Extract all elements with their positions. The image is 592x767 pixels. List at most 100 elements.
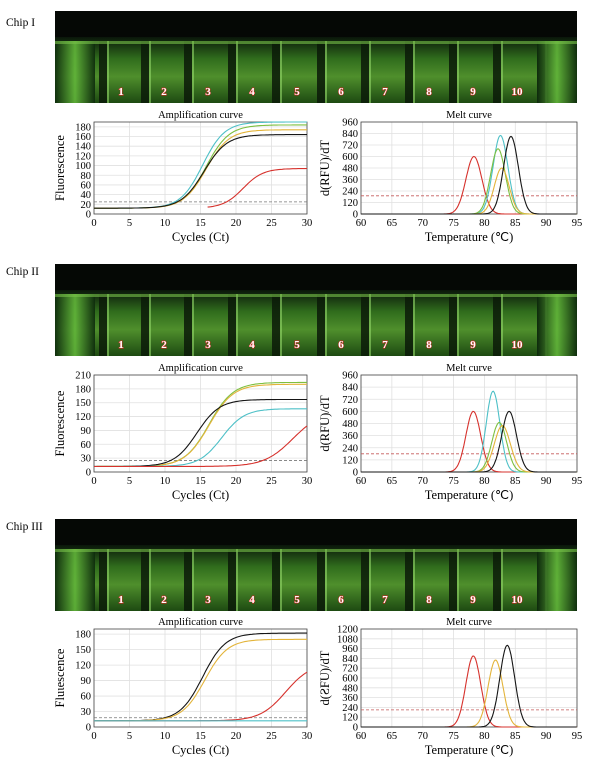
lane-number-3: 3: [205, 339, 211, 351]
lane-highlight: [369, 41, 371, 103]
melt-series-green: [361, 421, 577, 473]
melt-series-black: [361, 135, 577, 215]
melt-series-yellow: [361, 425, 577, 473]
x-tick-label: 20: [231, 476, 242, 487]
lane-highlight: [192, 41, 194, 103]
lane-divider: [228, 41, 236, 103]
y-tick-label: 240: [342, 703, 358, 714]
chip-i-label: Chip I: [6, 17, 36, 29]
lane-highlight: [325, 41, 327, 103]
lane-highlight: [369, 294, 371, 356]
y-tick-label: 480: [342, 164, 358, 175]
y-tick-label: 120: [342, 713, 358, 724]
y-tick-label: 360: [342, 431, 358, 442]
melt-series-red: [361, 155, 577, 215]
lane-divider: [141, 41, 149, 103]
lane-highlight: [369, 549, 371, 611]
x-tick-label: 10: [160, 476, 171, 487]
x-axis-label: Cycles (Ct): [172, 743, 229, 757]
lane-highlight: [457, 41, 459, 103]
y-tick-label: 90: [81, 676, 92, 687]
chip-top-band: [55, 11, 577, 37]
lane-divider: [361, 549, 369, 611]
lane-number-4: 4: [249, 339, 255, 351]
y-tick-label: 360: [342, 175, 358, 186]
x-tick-label: 95: [572, 731, 583, 742]
lane-number-8: 8: [426, 339, 432, 351]
chart-title: Amplification curve: [158, 363, 243, 374]
lane-number-5: 5: [294, 86, 300, 98]
chip-i-melt-chart: Melt curve 60 65 70 75 80 85 90 95 0 120 240 360 480 6…: [318, 109, 585, 254]
y-tick-label: 720: [342, 664, 358, 675]
lane-highlight: [280, 41, 282, 103]
lane-number-5: 5: [294, 594, 300, 606]
y-tick-label: 180: [75, 122, 91, 133]
y-tick-label: 40: [81, 190, 92, 201]
y-tick-label: 120: [342, 455, 358, 466]
lane-highlight: [501, 549, 503, 611]
plot-frame: [93, 121, 308, 215]
chip-left-edge: [55, 294, 95, 356]
chip-i-photo: 1 2 3 4 5 6 7 8 9 10: [55, 11, 577, 103]
lane-number-3: 3: [205, 86, 211, 98]
x-tick-label: 85: [510, 731, 521, 742]
y-tick-label: 120: [75, 412, 91, 423]
chip-ii-amplification-chart: Amplification curve 0 5 10 15 20 25 30 0 30 60 90 12…: [50, 362, 320, 512]
y-tick-label: 840: [342, 654, 358, 665]
x-tick-label: 80: [479, 731, 490, 742]
x-tick-label: 90: [541, 731, 552, 742]
lane-number-6: 6: [338, 86, 344, 98]
x-tick-label: 95: [572, 476, 583, 487]
x-tick-label: 30: [302, 218, 313, 229]
lane-highlight: [501, 41, 503, 103]
y-tick-label: 480: [342, 419, 358, 430]
lane-divider: [184, 294, 192, 356]
chip-iii-label: Chip III: [6, 521, 43, 533]
y-tick-label: 600: [342, 407, 358, 418]
lane-highlight: [236, 294, 238, 356]
lane-highlight: [236, 41, 238, 103]
y-tick-label: 600: [342, 674, 358, 685]
lane-divider: [449, 41, 457, 103]
chart-title: Melt curve: [446, 110, 492, 121]
lane-number-6: 6: [338, 339, 344, 351]
lane-divider: [99, 41, 107, 103]
x-tick-label: 70: [417, 476, 428, 487]
lane-highlight: [107, 41, 109, 103]
x-tick-label: 75: [448, 731, 459, 742]
y-tick-label: 60: [81, 692, 92, 703]
y-axis-label: Fluorescence: [53, 390, 67, 456]
y-tick-label: 360: [342, 693, 358, 704]
chip-iii-melt-chart: Melt curve 60 65 70 75 80 85 90 95 0 120 240 360 480 6…: [318, 616, 585, 767]
x-tick-label: 15: [195, 476, 206, 487]
lane-number-2: 2: [161, 339, 167, 351]
lane-number-8: 8: [426, 594, 432, 606]
melt-series-black: [361, 644, 577, 728]
chip-top-band: [55, 264, 577, 290]
lane-number-7: 7: [382, 594, 388, 606]
y-tick-label: 30: [81, 454, 92, 465]
y-tick-label: 960: [342, 118, 358, 129]
lane-number-10: 10: [512, 594, 524, 606]
lane-number-3: 3: [205, 594, 211, 606]
x-tick-label: 95: [572, 218, 583, 229]
lane-divider: [184, 41, 192, 103]
x-tick-label: 80: [479, 476, 490, 487]
x-tick-label: 85: [510, 218, 521, 229]
melt-series-black: [361, 410, 577, 473]
lane-divider: [141, 294, 149, 356]
lane-divider: [317, 41, 325, 103]
y-tick-label: 0: [353, 210, 358, 221]
x-tick-label: 10: [160, 218, 171, 229]
chip-left-edge: [55, 41, 95, 103]
lane-number-9: 9: [470, 594, 476, 606]
x-axis-label: Cycles (Ct): [172, 230, 229, 244]
lane-number-10: 10: [512, 86, 524, 98]
y-tick-label: 180: [75, 384, 91, 395]
x-tick-label: 65: [387, 731, 398, 742]
chip-ii-melt-chart: Melt curve 60 65 70 75 80 85 90 95 0 120 240 360 480 6…: [318, 362, 585, 512]
y-tick-label: 720: [342, 395, 358, 406]
x-tick-label: 5: [127, 476, 132, 487]
plot-frame: [93, 628, 308, 728]
chip-iii-amplification-chart: Amplification curve 0 5 10 15 20 25 30 0 30 60 90 12…: [50, 616, 320, 767]
